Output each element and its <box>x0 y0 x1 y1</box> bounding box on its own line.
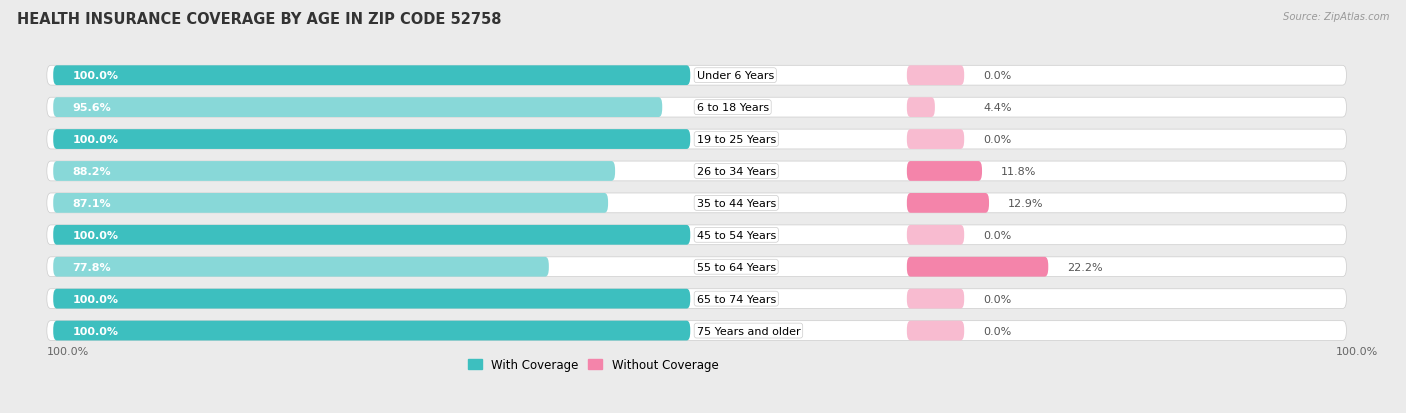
FancyBboxPatch shape <box>907 289 965 309</box>
Text: 0.0%: 0.0% <box>983 135 1011 145</box>
Text: 100.0%: 100.0% <box>1336 346 1378 356</box>
Text: 65 to 74 Years: 65 to 74 Years <box>696 294 776 304</box>
FancyBboxPatch shape <box>53 98 662 118</box>
FancyBboxPatch shape <box>907 225 965 245</box>
Text: 95.6%: 95.6% <box>72 103 111 113</box>
Text: Under 6 Years: Under 6 Years <box>696 71 773 81</box>
Text: 100.0%: 100.0% <box>72 230 118 240</box>
Text: 88.2%: 88.2% <box>72 166 111 176</box>
FancyBboxPatch shape <box>53 257 548 277</box>
Text: 100.0%: 100.0% <box>72 135 118 145</box>
Text: 87.1%: 87.1% <box>72 198 111 209</box>
FancyBboxPatch shape <box>53 289 690 309</box>
FancyBboxPatch shape <box>907 66 965 86</box>
Text: 6 to 18 Years: 6 to 18 Years <box>696 103 769 113</box>
Text: 100.0%: 100.0% <box>46 346 89 356</box>
Text: 100.0%: 100.0% <box>72 326 118 336</box>
Text: 0.0%: 0.0% <box>983 71 1011 81</box>
Text: 11.8%: 11.8% <box>1001 166 1036 176</box>
FancyBboxPatch shape <box>53 130 690 150</box>
Text: 100.0%: 100.0% <box>72 71 118 81</box>
Text: 77.8%: 77.8% <box>72 262 111 272</box>
Text: 75 Years and older: 75 Years and older <box>696 326 800 336</box>
Text: 55 to 64 Years: 55 to 64 Years <box>696 262 776 272</box>
Text: 100.0%: 100.0% <box>72 294 118 304</box>
Text: HEALTH INSURANCE COVERAGE BY AGE IN ZIP CODE 52758: HEALTH INSURANCE COVERAGE BY AGE IN ZIP … <box>17 12 502 27</box>
FancyBboxPatch shape <box>46 321 1347 341</box>
FancyBboxPatch shape <box>907 98 935 118</box>
Text: 0.0%: 0.0% <box>983 230 1011 240</box>
FancyBboxPatch shape <box>907 194 988 213</box>
FancyBboxPatch shape <box>53 225 690 245</box>
Text: 35 to 44 Years: 35 to 44 Years <box>696 198 776 209</box>
FancyBboxPatch shape <box>53 161 614 181</box>
FancyBboxPatch shape <box>46 130 1347 150</box>
Text: 12.9%: 12.9% <box>1008 198 1043 209</box>
Text: 0.0%: 0.0% <box>983 294 1011 304</box>
FancyBboxPatch shape <box>907 257 1049 277</box>
FancyBboxPatch shape <box>53 321 690 341</box>
FancyBboxPatch shape <box>46 225 1347 245</box>
FancyBboxPatch shape <box>53 66 690 86</box>
FancyBboxPatch shape <box>907 321 965 341</box>
FancyBboxPatch shape <box>46 257 1347 277</box>
FancyBboxPatch shape <box>46 161 1347 181</box>
FancyBboxPatch shape <box>46 194 1347 213</box>
FancyBboxPatch shape <box>46 289 1347 309</box>
Text: Source: ZipAtlas.com: Source: ZipAtlas.com <box>1282 12 1389 22</box>
FancyBboxPatch shape <box>46 98 1347 118</box>
FancyBboxPatch shape <box>46 66 1347 86</box>
FancyBboxPatch shape <box>53 194 607 213</box>
Text: 26 to 34 Years: 26 to 34 Years <box>696 166 776 176</box>
FancyBboxPatch shape <box>907 161 981 181</box>
Legend: With Coverage, Without Coverage: With Coverage, Without Coverage <box>463 354 723 376</box>
Text: 4.4%: 4.4% <box>983 103 1012 113</box>
Text: 45 to 54 Years: 45 to 54 Years <box>696 230 776 240</box>
FancyBboxPatch shape <box>907 130 965 150</box>
Text: 19 to 25 Years: 19 to 25 Years <box>696 135 776 145</box>
Text: 0.0%: 0.0% <box>983 326 1011 336</box>
Text: 22.2%: 22.2% <box>1067 262 1104 272</box>
